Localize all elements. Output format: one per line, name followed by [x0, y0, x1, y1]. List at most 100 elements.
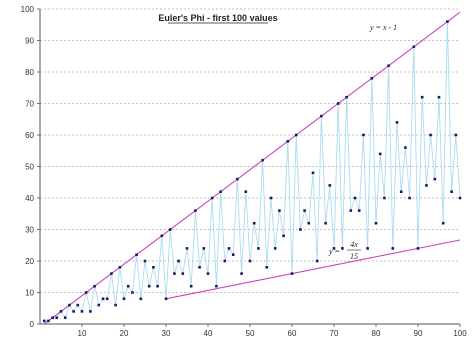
phi-point — [282, 234, 285, 238]
phi-point — [185, 247, 189, 250]
phi-point — [328, 184, 332, 187]
y-tick-label: 70 — [25, 100, 34, 109]
phi-point — [391, 247, 395, 250]
grid-lines — [40, 8, 460, 293]
phi-point — [307, 221, 311, 225]
phi-point — [265, 266, 269, 269]
phi-point — [278, 209, 281, 212]
phi-point — [84, 291, 88, 294]
chart-title: Euler's Phi - first 100 values — [158, 13, 277, 23]
phi-point — [177, 259, 180, 263]
phi-point — [181, 272, 185, 275]
phi-point — [47, 319, 50, 323]
phi-point — [156, 284, 159, 288]
phi-point — [311, 171, 315, 175]
x-tick-label: 60 — [288, 329, 297, 338]
phi-point — [458, 196, 462, 200]
phi-point — [236, 177, 239, 181]
phi-point — [341, 247, 344, 250]
y-tick-label: 60 — [25, 131, 34, 140]
phi-point — [72, 310, 75, 313]
phi-point — [261, 158, 264, 162]
axes — [37, 8, 461, 327]
y-tick-label: 40 — [25, 194, 34, 203]
y-tick-label: 0 — [30, 320, 35, 329]
phi-point — [227, 247, 231, 250]
phi-point — [215, 284, 218, 288]
phi-point — [202, 247, 206, 250]
phi-point — [198, 266, 201, 269]
phi-point — [68, 303, 71, 307]
lower-bound-line — [165, 239, 461, 300]
phi-point — [131, 291, 134, 294]
phi-point — [374, 221, 378, 225]
phi-point — [152, 266, 155, 269]
phi-point — [399, 190, 403, 193]
phi-point — [353, 196, 357, 200]
phi-point — [299, 228, 302, 231]
phi-point — [378, 152, 382, 156]
phi-point — [370, 77, 374, 80]
phi-point — [118, 266, 122, 269]
y-tick-label: 80 — [25, 68, 34, 77]
phi-point — [147, 284, 151, 288]
lower-bound-label-numerator: 4x — [350, 240, 358, 249]
phi-point — [383, 196, 386, 200]
phi-point — [80, 310, 84, 313]
phi-point — [332, 247, 336, 250]
phi-point — [114, 303, 117, 307]
phi-point — [97, 303, 101, 307]
phi-point — [76, 303, 80, 307]
phi-point — [273, 247, 277, 250]
y-tick-label: 30 — [25, 226, 34, 235]
x-tick-label: 40 — [204, 329, 213, 338]
phi-point — [454, 133, 458, 137]
phi-point — [320, 114, 323, 118]
y-tick-label: 100 — [21, 5, 35, 14]
y-tick-label: 50 — [25, 163, 34, 172]
phi-series-points — [42, 20, 462, 323]
phi-point — [349, 209, 353, 212]
phi-point — [425, 184, 428, 187]
phi-point — [433, 177, 437, 181]
y-tick-label: 10 — [25, 289, 34, 298]
phi-point — [89, 310, 92, 313]
phi-point — [105, 297, 109, 301]
x-tick-label: 90 — [414, 329, 423, 338]
phi-point — [164, 297, 168, 301]
phi-series-line — [44, 21, 461, 322]
phi-point — [408, 196, 411, 200]
phi-point — [441, 221, 445, 225]
phi-point — [59, 310, 63, 313]
phi-point — [55, 316, 59, 319]
x-tick-label: 80 — [372, 329, 381, 338]
phi-point — [366, 247, 369, 250]
phi-connecting-line — [44, 21, 461, 322]
x-tick-label: 70 — [330, 329, 339, 338]
phi-point — [139, 297, 143, 301]
phi-point — [420, 95, 424, 99]
phi-point — [404, 146, 407, 149]
x-tick-label: 50 — [246, 329, 255, 338]
phi-point — [286, 140, 290, 143]
phi-point — [210, 196, 214, 200]
phi-point — [416, 247, 420, 250]
upper-bound-label: y = x - 1 — [369, 23, 397, 32]
phi-point — [315, 259, 319, 263]
phi-point — [429, 133, 432, 137]
phi-point — [168, 228, 172, 231]
phi-point — [244, 190, 248, 193]
phi-point — [173, 272, 176, 275]
phi-point — [42, 319, 46, 323]
phi-point — [437, 95, 441, 99]
phi-point — [290, 272, 294, 275]
lower-bound-label-denominator: 15 — [350, 252, 358, 261]
phi-point — [252, 221, 256, 225]
y-tick-label: 90 — [25, 37, 34, 46]
phi-point — [122, 297, 126, 301]
phi-point — [223, 259, 227, 263]
y-tick-label: 20 — [25, 257, 34, 266]
phi-point — [63, 316, 67, 319]
